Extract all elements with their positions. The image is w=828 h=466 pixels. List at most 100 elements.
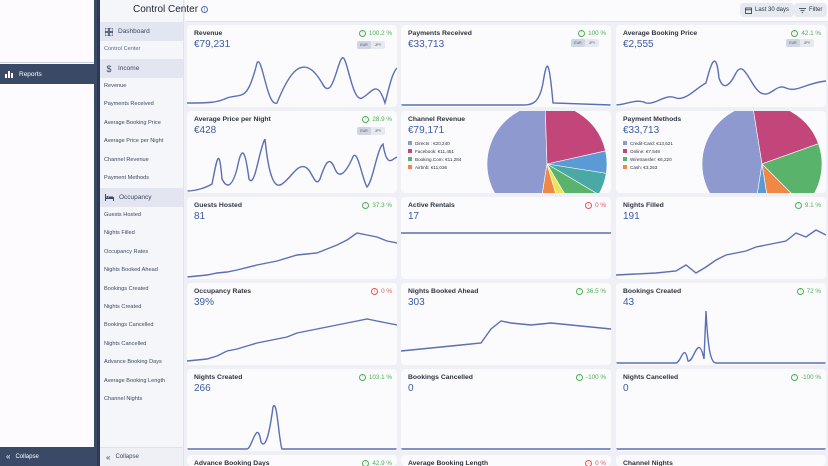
card-value: €79,231 [194, 39, 231, 50]
card-value: 43 [623, 297, 635, 308]
date-range-button[interactable]: Last 30 days [740, 3, 795, 17]
kpi-card-average-booking-length[interactable]: Average Booking Length ↓ 0 % [401, 455, 611, 466]
kpi-card-occupancy-rates[interactable]: Occupancy Rates 39% ↓ 0 % [187, 283, 397, 365]
nav-item-average-price-per-night[interactable]: Average Price per Night [104, 138, 164, 144]
sparkline [187, 232, 397, 278]
card-title: Average Price per Night [194, 116, 271, 123]
currency-jpy[interactable]: JPY [588, 41, 596, 45]
kpi-card-nights-cancelled[interactable]: Nights Cancelled 0 ↑ -100 % [616, 369, 826, 451]
currency-jpy[interactable]: JPY [374, 43, 382, 47]
currency-eur[interactable]: EUR [357, 127, 371, 135]
sparkline [187, 57, 397, 106]
card-title: Bookings Created [623, 288, 682, 295]
kpi-card-nights-filled[interactable]: Nights Filled 191 ↑ 9.1 % [616, 197, 826, 279]
nav-item-nights-booked-ahead[interactable]: Nights Booked Ahead [104, 267, 158, 273]
sparkline [616, 448, 826, 450]
currency-jpy[interactable]: JPY [374, 129, 382, 133]
app-collapse-button[interactable]: « Collapse [0, 447, 94, 466]
change-badge: ↑ 72 % [796, 288, 821, 295]
nav-item-nights-created[interactable]: Nights Created [104, 304, 142, 310]
sparkline-path [187, 318, 397, 362]
change-badge: ↑ 100.2 % [358, 30, 392, 37]
change-value: 9.1 % [804, 202, 821, 209]
nav-item-channel-revenue[interactable]: Channel Revenue [104, 157, 149, 163]
change-value: 72 % [806, 288, 821, 295]
card-value: €33,713 [623, 125, 660, 136]
kpi-card-average-price-per-night[interactable]: Average Price per Night €428 ↑ 28.9 % EUR JPY [187, 111, 397, 193]
legend-swatch [408, 149, 412, 153]
kpi-card-payment-methods[interactable]: Payment Methods €33,713 Credit-Card: €13,6… [616, 111, 826, 193]
change-badge: ↑ 36.5 % [576, 288, 606, 295]
page-title-text: Control Center [133, 4, 199, 15]
kpi-card-channel-nights[interactable]: Channel Nights [616, 455, 826, 466]
currency-toggle[interactable]: EUR JPY [357, 41, 385, 49]
nav-income-section[interactable]: $ Income [100, 59, 183, 78]
currency-toggle[interactable]: EUR JPY [571, 39, 599, 47]
nav-item-nights-filled[interactable]: Nights Filled [104, 230, 135, 236]
kpi-card-nights-created[interactable]: Nights Created 266 ↑ 103.1 % [187, 369, 397, 451]
currency-eur[interactable]: EUR [357, 41, 371, 49]
sparkline-path [401, 65, 611, 106]
legend-item: Cash: €3,253 [623, 163, 673, 171]
nav-item-channel-nights[interactable]: Channel Nights [104, 396, 143, 402]
change-value: 36.5 % [586, 288, 606, 295]
arrow-down-circle-icon: ↓ [585, 460, 593, 466]
sparkline [616, 311, 826, 364]
card-value: 0 [623, 383, 629, 394]
pie-slice [542, 163, 556, 193]
arrow-up-circle-icon: ↑ [796, 288, 804, 295]
sparkline-path [187, 57, 397, 106]
currency-eur[interactable]: EUR [571, 39, 585, 47]
legend-item: Airbnb: €11,036 [408, 163, 461, 171]
change-value: 0 % [595, 202, 606, 209]
nav-item-bookings-cancelled[interactable]: Bookings Cancelled [104, 322, 154, 328]
page-title: Control Center i [133, 4, 209, 15]
nav-dashboard[interactable]: Dashboard [100, 22, 183, 41]
kpi-card-average-booking-price[interactable]: Average Booking Price €2,555 ↑ 42.1 % EUR JPY [616, 25, 826, 107]
currency-toggle[interactable]: EUR JPY [357, 127, 385, 135]
nav-item-advance-booking-days[interactable]: Advance Booking Days [104, 359, 162, 365]
card-value: €428 [194, 125, 217, 136]
filter-button[interactable]: Filter [794, 3, 828, 17]
nav-occupancy-section[interactable]: Occupancy [100, 188, 183, 207]
kpi-card-nights-booked-ahead[interactable]: Nights Booked Ahead 303 ↑ 36.5 % [401, 283, 611, 365]
legend-label: Wiretransfer: €6,220 [630, 156, 672, 162]
currency-toggle[interactable]: EUR JPY [786, 39, 814, 47]
legend-item: Directs : €20,240 [408, 139, 461, 147]
change-badge: ↑ 9.1 % [794, 202, 821, 209]
kpi-card-guests-hosted[interactable]: Guests Hosted 81 ↑ 37.3 % [187, 197, 397, 279]
kpi-card-revenue[interactable]: Revenue €79,231 ↑ 100.2 % EUR JPY [187, 25, 397, 107]
change-value: 37.3 % [372, 202, 392, 209]
pie-slice [546, 163, 607, 193]
reports-nav-item[interactable]: Reports [0, 64, 94, 84]
legend-swatch [408, 141, 412, 145]
kpi-card-payments-received[interactable]: Payments Received €33,713 ↑ 100 % EUR JPY [401, 25, 611, 107]
nav-collapse-button[interactable]: « Collapse [100, 447, 183, 466]
kpi-card-bookings-created[interactable]: Bookings Created 43 ↑ 72 % [616, 283, 826, 365]
nav-item-nights-cancelled[interactable]: Nights Cancelled [104, 341, 147, 347]
arrow-up-circle-icon: ↑ [576, 374, 584, 381]
kpi-card-advance-booking-days[interactable]: Advance Booking Days ↑ 42.9 % [187, 455, 397, 466]
arrow-up-circle-icon: ↑ [362, 202, 370, 209]
kpi-card-active-rentals[interactable]: Active Rentals 17 ↓ 0 % [401, 197, 611, 279]
nav-item-average-booking-length[interactable]: Average Booking Length [104, 378, 166, 384]
nav-item-payments-received[interactable]: Payments Received [104, 101, 154, 107]
nav-item-revenue[interactable]: Revenue [104, 83, 127, 89]
sparkline [616, 60, 826, 106]
arrow-down-circle-icon: ↓ [371, 288, 379, 295]
nav-item-guests-hosted[interactable]: Guests Hosted [104, 212, 141, 218]
kpi-card-channel-revenue[interactable]: Channel Revenue €79,171 Directs : €20,240 F… [401, 111, 611, 193]
kpi-card-bookings-cancelled[interactable]: Bookings Cancelled 0 ↑ -100 % [401, 369, 611, 451]
nav-item-payment-methods[interactable]: Payment Methods [104, 175, 150, 181]
info-icon[interactable]: i [201, 6, 209, 13]
change-value: 103.1 % [368, 374, 392, 381]
nav-control-center[interactable]: Control Center [104, 46, 141, 52]
collapse-label: Collapse [15, 453, 39, 460]
card-value: 0 [408, 383, 414, 394]
currency-eur[interactable]: EUR [786, 39, 800, 47]
nav-item-average-booking-price[interactable]: Average Booking Price [104, 120, 161, 126]
nav-item-occupancy-rates[interactable]: Occupancy Rates [104, 249, 149, 255]
legend-label: Directs : €20,240 [415, 140, 450, 146]
nav-item-bookings-created[interactable]: Bookings Created [104, 286, 149, 292]
currency-jpy[interactable]: JPY [803, 41, 811, 45]
